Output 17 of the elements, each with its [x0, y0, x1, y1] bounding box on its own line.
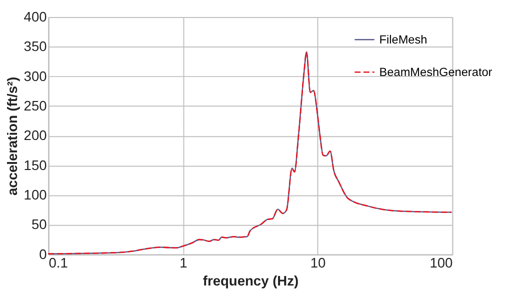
y-tick-label: 100 [24, 187, 48, 202]
y-axis-title: acceleration (ft/s²) [4, 76, 20, 196]
x-tick-label: 1 [180, 256, 188, 271]
x-axis-title: frequency (Hz) [202, 273, 299, 288]
x-tick-label: 0.1 [48, 256, 68, 271]
legend-label: BeamMeshGenerator [379, 65, 492, 80]
y-tick-label: 400 [24, 9, 48, 24]
y-tick-label: 350 [24, 39, 48, 54]
x-tick-label: 10 [310, 256, 326, 271]
y-tick-label: 50 [31, 217, 48, 232]
y-tick-label: 150 [24, 158, 48, 173]
y-tick-label: 0 [39, 246, 48, 262]
x-tick-label: 100 [430, 256, 454, 271]
y-tick-label: 250 [24, 98, 48, 114]
y-tick-label: 300 [24, 68, 48, 84]
legend-label: FileMesh [379, 32, 428, 47]
y-tick-label: 200 [24, 128, 48, 144]
